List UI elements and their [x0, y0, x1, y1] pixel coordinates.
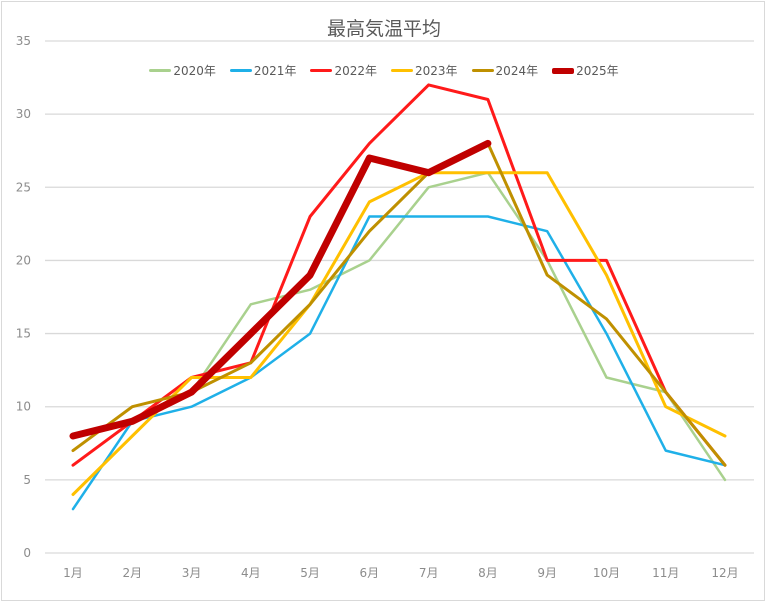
legend-label: 2021年 — [253, 64, 297, 78]
legend: 2020年 2021年 2022年 2023年 2024年 2025年 — [0, 62, 768, 79]
legend-swatch-icon — [310, 69, 333, 72]
x-tick-label: 3月 — [182, 566, 202, 580]
chart-title: 最高気温平均 — [326, 18, 441, 40]
legend-label: 2022年 — [334, 64, 377, 78]
y-tick-label: 0 — [23, 546, 31, 560]
legend-label: 2024年 — [495, 64, 539, 78]
legend-label: 2023年 — [415, 64, 458, 78]
x-tick-label: 10月 — [593, 566, 620, 580]
legend-swatch-icon — [149, 69, 172, 72]
series-line-2025年 — [69, 139, 492, 440]
series-line-2020年 — [71, 171, 727, 482]
legend-swatch-icon — [471, 69, 494, 72]
y-tick-label: 30 — [16, 107, 31, 121]
legend-item: 2024年 — [471, 62, 539, 79]
x-tick-label: 6月 — [360, 566, 380, 580]
y-tick-label: 5 — [23, 473, 31, 487]
legend-swatch-icon — [391, 69, 413, 72]
legend-item: 2023年 — [391, 62, 458, 79]
y-tick-label: 25 — [16, 180, 31, 194]
y-tick-label: 15 — [16, 327, 31, 341]
y-tick-label: 10 — [16, 400, 31, 414]
legend-item: 2021年 — [229, 62, 297, 79]
x-tick-label: 2月 — [122, 566, 142, 580]
legend-item: 2022年 — [310, 62, 377, 79]
legend-item: 2025年 — [552, 62, 619, 79]
legend-label: 2020年 — [173, 64, 216, 78]
x-tick-label: 8月 — [478, 566, 498, 580]
legend-swatch-icon — [229, 69, 252, 72]
y-tick-label: 20 — [16, 253, 31, 267]
x-tick-label: 12月 — [711, 566, 738, 580]
x-tick-label: 1月 — [63, 566, 83, 580]
series-line-2022年 — [71, 83, 727, 467]
series-line-2023年 — [71, 171, 727, 496]
series-line-2021年 — [71, 215, 727, 511]
legend-label: 2025年 — [576, 64, 619, 78]
x-tick-label: 5月 — [300, 566, 320, 580]
x-tick-label: 11月 — [652, 566, 679, 580]
x-tick-label: 9月 — [537, 566, 557, 580]
legend-item: 2020年 — [149, 62, 216, 79]
legend-swatch-icon — [552, 67, 575, 74]
y-tick-label: 35 — [16, 34, 31, 48]
x-tick-label: 4月 — [241, 566, 261, 580]
x-tick-label: 7月 — [419, 566, 439, 580]
